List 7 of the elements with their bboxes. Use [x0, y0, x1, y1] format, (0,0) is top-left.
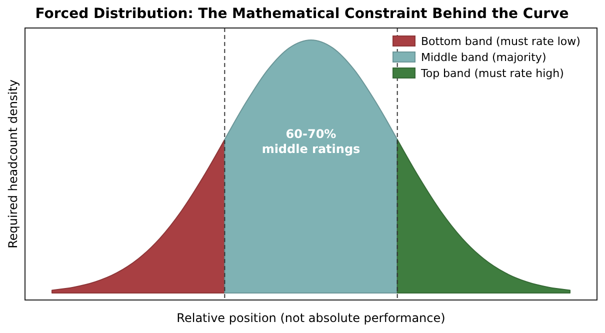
chart-title: Forced Distribution: The Mathematical Constraint Behind the Curve: [35, 6, 569, 22]
legend-label: Bottom band (must rate low): [421, 35, 580, 48]
y-axis-title: Required headcount density: [6, 80, 20, 248]
legend-label: Middle band (majority): [421, 51, 546, 64]
x-axis-title: Relative position (not absolute performance): [176, 311, 446, 325]
legend-label: Top band (must rate high): [420, 67, 564, 80]
annotation: 60-70% middle ratings: [262, 127, 360, 156]
